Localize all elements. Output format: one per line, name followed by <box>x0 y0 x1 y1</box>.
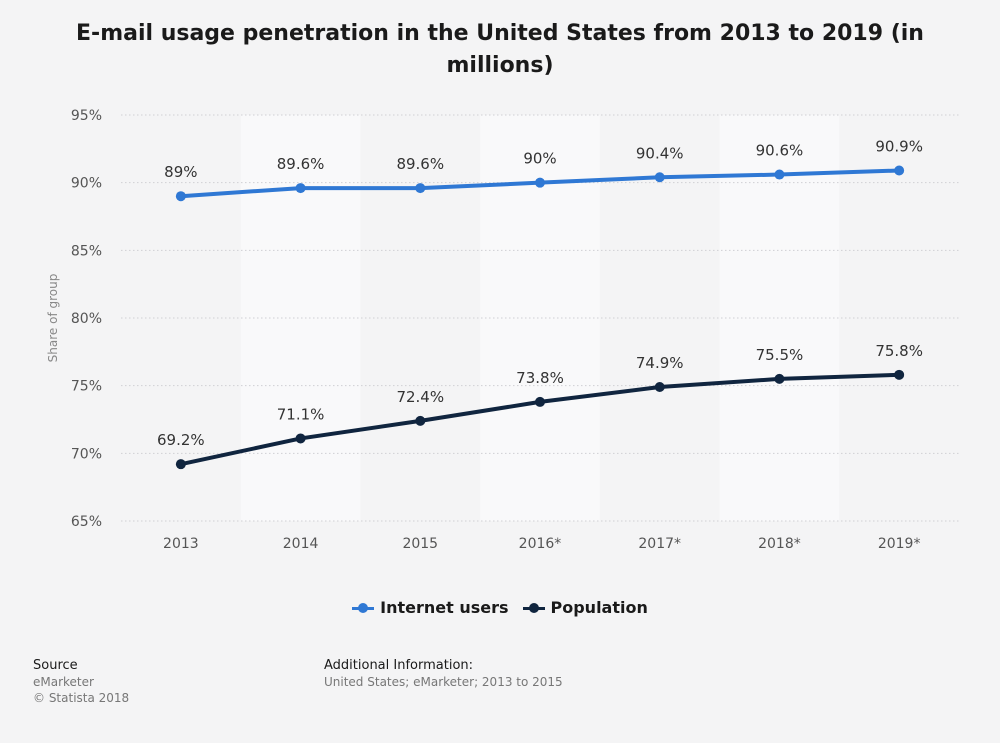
y-tick-label: 65% <box>71 514 102 530</box>
data-label: 90% <box>523 150 556 168</box>
y-tick-label: 95% <box>71 108 102 124</box>
legend-swatch-population <box>522 602 545 614</box>
data-point <box>295 433 306 444</box>
data-label: 69.2% <box>157 431 205 449</box>
y-tick-label: 85% <box>71 243 102 259</box>
data-label: 89.6% <box>396 155 444 173</box>
data-point <box>415 183 426 194</box>
y-tick-label: 90% <box>71 176 102 192</box>
data-label: 74.9% <box>636 354 684 372</box>
x-tick-label: 2019* <box>878 536 921 552</box>
x-tick-label: 2014 <box>283 536 319 552</box>
data-point <box>535 396 545 407</box>
source-label: Source <box>33 658 78 673</box>
data-point <box>774 373 785 384</box>
data-label: 89.6% <box>277 155 325 173</box>
line-chart: 95% 90% 85% 80% 75% 70% 65% Share of group 2013 2… <box>46 108 959 552</box>
legend-swatch-internet-users <box>352 602 375 614</box>
source-name[interactable]: eMarketer <box>33 675 94 689</box>
data-point <box>175 459 186 470</box>
y-tick-label: 70% <box>71 446 102 462</box>
data-point <box>894 165 905 176</box>
data-point <box>654 382 665 393</box>
chart-title-line2: millions) <box>446 53 554 78</box>
x-tick-label: 2018* <box>758 536 801 552</box>
x-tick-label: 2015 <box>402 536 438 552</box>
legend-item-population[interactable]: Population <box>522 598 648 617</box>
legend-item-internet-users[interactable]: Internet users <box>352 598 509 617</box>
legend-label-population: Population <box>550 598 648 617</box>
data-label: 90.9% <box>875 137 923 155</box>
data-label: 73.8% <box>516 369 564 387</box>
additional-info-text: United States; eMarketer; 2013 to 2015 <box>324 675 563 689</box>
data-point <box>295 183 306 194</box>
copyright: © Statista 2018 <box>33 691 130 705</box>
data-point <box>774 169 785 180</box>
additional-info-label: Additional Information: <box>324 658 474 673</box>
data-label: 90.6% <box>756 142 804 160</box>
legend-label-internet-users: Internet users <box>380 598 509 617</box>
data-point <box>894 369 905 380</box>
data-point <box>535 177 545 188</box>
y-tick-label: 80% <box>71 311 102 327</box>
data-label: 75.5% <box>756 346 804 364</box>
data-label: 90.4% <box>636 144 684 162</box>
chart-title: E-mail usage penetration in the United S… <box>60 18 940 82</box>
y-axis-label: Share of group <box>46 274 60 363</box>
data-label: 71.1% <box>277 405 325 423</box>
data-point <box>175 191 186 202</box>
y-tick-label: 75% <box>71 379 102 395</box>
source-block: Source eMarketer © Statista 2018 <box>33 658 129 706</box>
data-label: 72.4% <box>396 388 444 406</box>
data-label: 89% <box>164 163 197 181</box>
data-point <box>415 415 426 426</box>
column-band <box>719 115 840 521</box>
x-tick-label: 2013 <box>163 536 199 552</box>
additional-info-block: Additional Information: United States; e… <box>324 658 563 690</box>
column-band <box>240 115 361 521</box>
x-tick-label: 2016* <box>519 536 562 552</box>
data-point <box>654 172 665 183</box>
data-label: 75.8% <box>875 342 923 360</box>
chart-legend: Internet users Population <box>0 598 1000 617</box>
chart-title-line1: E-mail usage penetration in the United S… <box>76 21 924 46</box>
x-tick-label: 2017* <box>638 536 681 552</box>
